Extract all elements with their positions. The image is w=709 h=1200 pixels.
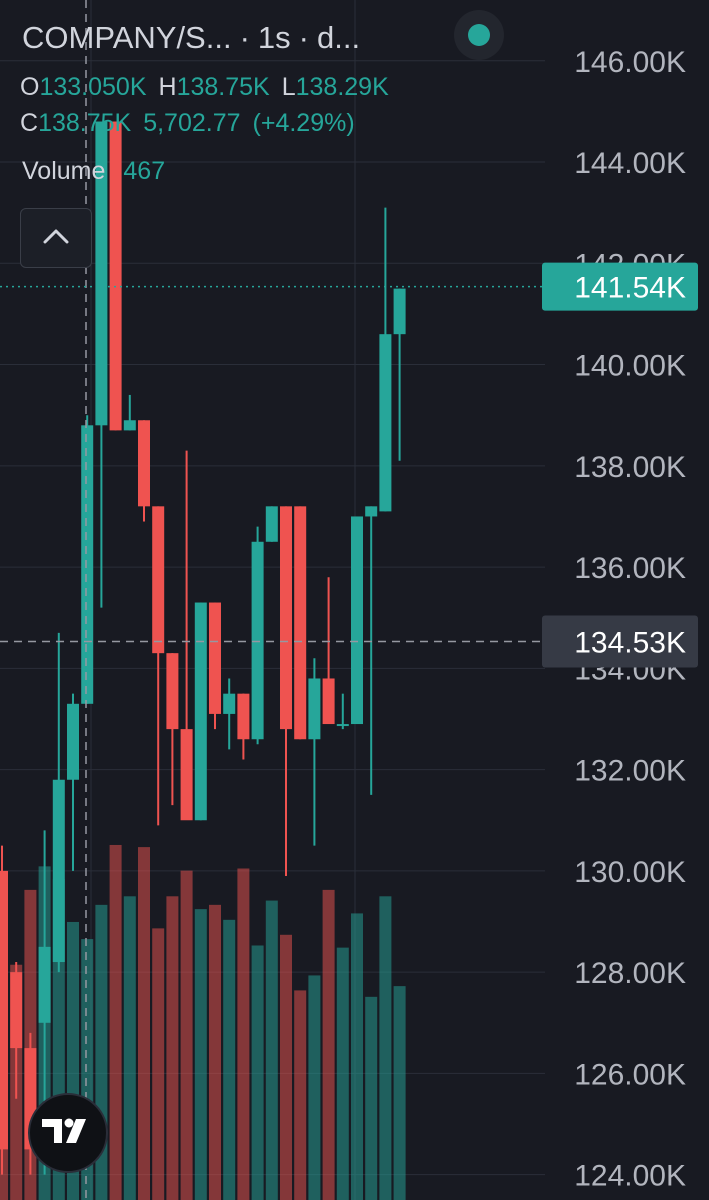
candle-down [152, 506, 165, 654]
candle-up [351, 516, 363, 725]
symbol-name[interactable]: COMPANY/S... [22, 20, 232, 55]
candle-up [251, 541, 264, 740]
candle-up [81, 425, 94, 704]
candle-up [95, 121, 108, 426]
price-tick-label: 124.00K [574, 1160, 686, 1193]
price-tick-label: 138.00K [574, 451, 686, 484]
open-label: O [20, 73, 40, 101]
change-percent: (+4.29%) [252, 109, 355, 137]
low-value: 138.29K [295, 73, 389, 101]
price-tick-label: 144.00K [574, 147, 686, 180]
ohlc-row-2: C138.75K 5,702.77 (+4.29%) [20, 109, 367, 138]
price-tick-label: 140.00K [574, 350, 686, 383]
symbol-header[interactable]: COMPANY/S... · 1s · d... [22, 20, 361, 55]
candle-up [38, 946, 51, 1023]
candle-up [265, 506, 278, 542]
high-label: H [158, 73, 177, 101]
price-tick-label: 128.00K [574, 957, 686, 990]
volume-label: Volume [22, 157, 106, 185]
low-label: L [281, 73, 296, 101]
volume-bar [138, 847, 150, 1200]
candle-down [280, 506, 292, 730]
exchange: d... [316, 20, 361, 55]
volume-bar [265, 900, 278, 1200]
candle-down [237, 693, 250, 740]
price-tick-label: 136.00K [574, 552, 686, 585]
price-tick-label: 132.00K [574, 755, 686, 788]
candle-down [322, 678, 335, 725]
ohlc-row-1: O133.050K H138.75K L138.29K [20, 73, 401, 102]
volume-bar [351, 913, 363, 1200]
candle-up [379, 334, 392, 512]
volume-bar [280, 934, 292, 1200]
candles [0, 121, 406, 1175]
volume-bar [223, 919, 236, 1200]
price-labels: 141.54K 134.53K [542, 262, 698, 668]
volume-bar [251, 945, 264, 1200]
volume-bar [209, 904, 221, 1200]
last-price-label-bg [542, 262, 698, 311]
candle-up [308, 678, 321, 740]
tradingview-logo[interactable] [28, 1093, 108, 1173]
volume-bar [180, 870, 193, 1200]
volume-bar [194, 909, 207, 1200]
volume-bar [322, 889, 335, 1200]
price-tick-label: 146.00K [574, 46, 686, 79]
crosshair-label-bg [542, 615, 698, 668]
volume-bar [237, 868, 250, 1200]
price-tick-label: 130.00K [574, 856, 686, 889]
candle-down [166, 653, 179, 730]
volume-bar [393, 986, 406, 1200]
candle-down [109, 121, 122, 431]
candle-down [138, 420, 150, 507]
tradingview-logo-icon [42, 1118, 86, 1143]
volume-bar [294, 990, 307, 1200]
candle-down [294, 506, 307, 740]
volume-legend: Volume 467 [22, 157, 165, 186]
crosshair [0, 0, 545, 1200]
candle-down [0, 870, 8, 1150]
last-price-label: 141.54K [574, 272, 686, 305]
close-label: C [20, 109, 39, 137]
candle-up [194, 602, 207, 821]
candle-down [180, 729, 193, 821]
candle-up [67, 703, 79, 780]
candle-down [209, 602, 221, 714]
chevron-up-icon [43, 229, 69, 244]
volume-bar [365, 996, 378, 1200]
market-status-icon[interactable] [454, 10, 504, 60]
candle-up [336, 724, 349, 727]
volume-bar [379, 896, 392, 1200]
volume-bar [109, 844, 122, 1200]
candle-up [223, 693, 236, 714]
crosshair-price-label: 134.53K [574, 627, 686, 660]
candle-up [393, 288, 406, 335]
candle-down [10, 972, 23, 1049]
open-value: 133.050K [39, 73, 147, 101]
candle-up [365, 506, 378, 517]
volume-bar [308, 975, 321, 1200]
collapse-legend-button[interactable] [20, 208, 92, 268]
candle-up [123, 420, 136, 431]
volume-bar [336, 947, 349, 1200]
volume-bar [123, 896, 136, 1200]
high-value: 138.75K [176, 73, 270, 101]
close-value: 138.75K [38, 109, 132, 137]
change-value: 5,702.77 [143, 109, 241, 137]
volume-bar [166, 896, 179, 1200]
price-tick-label: 126.00K [574, 1058, 686, 1091]
interval[interactable]: 1s [257, 20, 291, 55]
volume-bar [152, 928, 165, 1200]
volume-value: 467 [123, 157, 166, 185]
candle-up [52, 779, 65, 963]
